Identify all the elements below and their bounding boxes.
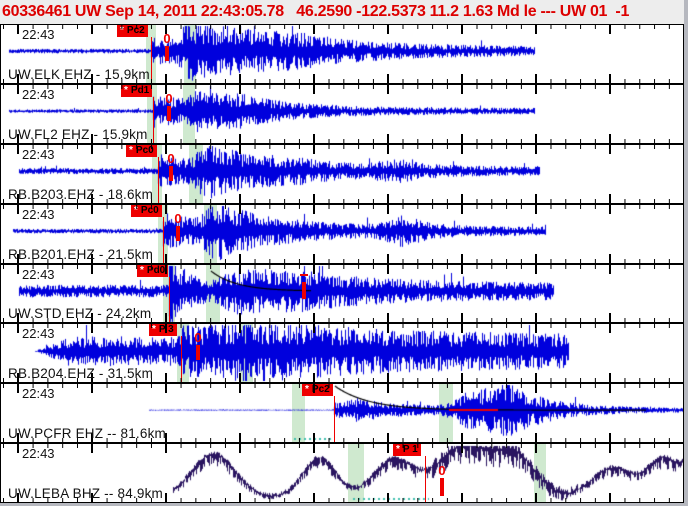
- trace-time-label: 22:43: [22, 326, 55, 342]
- pick-phase-text: Pc2: [311, 384, 330, 396]
- pick-flag-asterisk: *: [396, 444, 400, 456]
- pick-phase-text: P 3: [158, 324, 174, 336]
- p-pick-line[interactable]: [169, 276, 170, 323]
- zero-weight-text: 0: [167, 150, 175, 166]
- p-pick-line[interactable]: [334, 396, 335, 443]
- p-pick-label[interactable]: * P 3: [149, 324, 177, 337]
- trace-time-label: 22:43: [22, 446, 55, 462]
- trace-panel-RB.B201.EHZ[interactable]: * Pc0 0 22:43 RB.B201.EHZ - 21.5km: [1, 204, 683, 265]
- station-distance-label: RB.B203.EHZ - 18.6km: [8, 186, 154, 202]
- trace-time-label: 22:43: [22, 27, 55, 42]
- zero-weight-text: 0: [163, 31, 171, 46]
- pick-phase-text: Pc0: [135, 144, 154, 156]
- p-pick-label[interactable]: * Pc0: [131, 204, 162, 217]
- pick-phase-text: Pd1: [130, 84, 150, 96]
- pick-phase-text: Pd0: [146, 264, 166, 276]
- waveform-canvas[interactable]: [1, 264, 683, 323]
- event-summary-title: 60336461 UW Sep 14, 2011 22:43:05.78 46.…: [2, 3, 630, 20]
- zero-weight-bar: [440, 478, 444, 497]
- zero-weight-bar: [176, 225, 180, 241]
- zero-weight-marker[interactable]: 0: [162, 92, 176, 121]
- waveform-canvas[interactable]: [1, 384, 683, 443]
- zero-weight-marker[interactable]: 0: [191, 330, 205, 361]
- zero-weight-bar: [169, 165, 173, 181]
- trace-panel-UW.FL2[interactable]: * Pd1 0 22:43 UW.FL2 EHZ - 15.9km: [1, 84, 683, 145]
- pick-flag-asterisk: *: [129, 144, 133, 156]
- waveform-canvas[interactable]: [1, 84, 683, 143]
- zero-weight-marker[interactable]: 0: [160, 32, 174, 61]
- waveform-canvas[interactable]: [1, 25, 683, 83]
- station-distance-label: UW.LEBA BHZ -- 84.9km: [8, 486, 163, 501]
- station-distance-label: UW.ELK EHZ - 15.9km: [8, 66, 150, 82]
- zero-weight-marker[interactable]: 0: [164, 152, 178, 181]
- p-pick-line[interactable]: [181, 336, 182, 383]
- zero-weight-text: 0: [174, 210, 182, 226]
- trace-panel-UW.ELK[interactable]: * Pc2 0 22:43 UW.ELK EHZ - 15.9km: [1, 25, 683, 85]
- p-pick-label[interactable]: * Pc2: [302, 384, 333, 397]
- zero-weight-bar: [165, 46, 169, 61]
- station-distance-label: UW.STD EHZ - 24.2km: [8, 306, 152, 322]
- trace-panel-UW.LEBA[interactable]: * P 1 0 22:43 UW.LEBA BHZ -- 84.9km: [1, 444, 683, 502]
- zero-weight-text: 0: [165, 90, 173, 106]
- title-bar: 60336461 UW Sep 14, 2011 22:43:05.78 46.…: [0, 0, 684, 25]
- pick-flag-asterisk: *: [124, 84, 128, 96]
- p-pick-line[interactable]: [163, 216, 164, 263]
- station-distance-label: UW.FL2 EHZ - 15.9km: [8, 126, 148, 142]
- waveform-canvas[interactable]: [1, 144, 683, 203]
- zero-weight-marker[interactable]: 0: [435, 463, 449, 497]
- p-pick-label[interactable]: * Pc2: [117, 25, 148, 37]
- pick-flag-asterisk: *: [140, 264, 144, 276]
- coda-dash: [300, 273, 308, 276]
- waveform-canvas[interactable]: [1, 324, 683, 383]
- trace-time-label: 22:43: [22, 146, 55, 162]
- trace-time-label: 22:43: [22, 206, 55, 222]
- pick-flag-asterisk: *: [152, 324, 156, 336]
- pick-flag-asterisk: *: [120, 25, 124, 36]
- zero-weight-text: 0: [438, 463, 446, 479]
- pick-phase-text: Pc0: [140, 204, 159, 216]
- trace-panel-UW.PCFR[interactable]: * Pc2 22:43 UW.PCFR EHZ -- 81.6km: [1, 384, 683, 445]
- pick-phase-text: Pc2: [126, 25, 145, 36]
- pick-phase-text: P 1: [402, 444, 418, 456]
- zero-weight-marker[interactable]: 0: [171, 212, 185, 241]
- trace-panel-RB.B203.EHZ[interactable]: * Pc0 0 22:43 RB.B203.EHZ - 18.6km: [1, 144, 683, 205]
- station-distance-label: RB.B204.EHZ - 31.5km: [8, 366, 154, 382]
- trace-plot-area: * Pc2 0 22:43 UW.ELK EHZ - 15.9km * Pd1 0 …: [0, 24, 684, 503]
- waveform-canvas[interactable]: [1, 444, 683, 502]
- trace-panel-UW.STD[interactable]: * Pd0 22:43 UW.STD EHZ - 24.2km: [1, 264, 683, 325]
- zero-weight-text: 0: [194, 330, 202, 346]
- coda-duration-marker[interactable]: [299, 273, 309, 302]
- pick-flag-asterisk: *: [305, 384, 309, 396]
- p-pick-line[interactable]: [153, 96, 154, 143]
- station-distance-label: RB.B201.EHZ - 21.5km: [8, 246, 154, 262]
- p-pick-line[interactable]: [151, 37, 152, 83]
- coda-bar: [302, 281, 306, 299]
- trace-time-label: 22:43: [22, 386, 55, 402]
- p-pick-label[interactable]: * Pc0: [126, 144, 157, 157]
- p-pick-line[interactable]: [158, 156, 159, 203]
- zero-weight-bar: [196, 345, 200, 361]
- trace-time-label: 22:43: [22, 266, 55, 282]
- trace-time-label: 22:43: [22, 86, 55, 102]
- zero-weight-bar: [167, 105, 171, 121]
- p-pick-label[interactable]: * Pd1: [121, 84, 153, 97]
- trace-panel-RB.B204.EHZ[interactable]: * P 3 0 22:43 RB.B204.EHZ - 31.5km: [1, 324, 683, 385]
- waveform-canvas[interactable]: [1, 204, 683, 263]
- pick-flag-asterisk: *: [134, 204, 138, 216]
- station-distance-label: UW.PCFR EHZ -- 81.6km: [8, 426, 166, 442]
- p-pick-label[interactable]: * P 1: [393, 444, 421, 457]
- p-pick-label[interactable]: * Pd0: [137, 264, 169, 277]
- p-pick-line[interactable]: [425, 456, 426, 502]
